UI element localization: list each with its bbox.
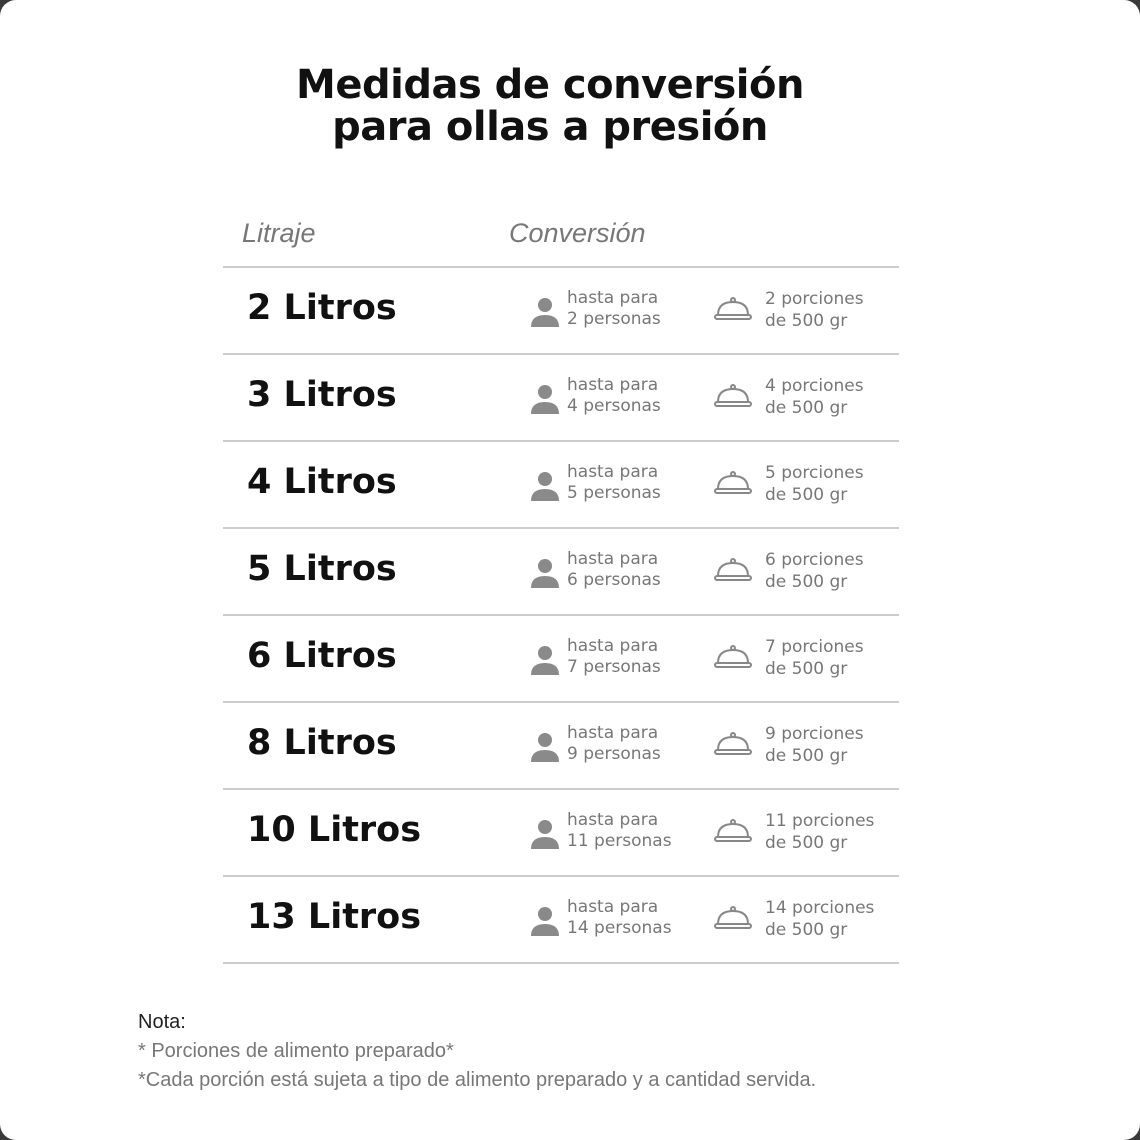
table-row: 2 Litros hasta para 2 personas 2 porcione… — [223, 268, 899, 355]
personas-line: 6 personas — [567, 570, 661, 590]
serving-cloche-icon — [713, 383, 753, 411]
person-icon — [530, 731, 560, 763]
table-row: 6 Litros hasta para 7 personas 7 porcione… — [223, 616, 899, 703]
table-row: 8 Litros hasta para 9 personas 9 porcione… — [223, 703, 899, 790]
person-icon — [530, 296, 560, 328]
porciones-line: 2 porciones — [765, 289, 864, 309]
personas-text: hasta para 14 personas — [567, 897, 672, 939]
personas-text: hasta para 5 personas — [567, 462, 661, 504]
porciones-line: de 500 gr — [765, 833, 848, 853]
porciones-text: 2 porciones de 500 gr — [765, 288, 864, 332]
litros-label: 13 Litros — [247, 897, 422, 937]
personas-line: 11 personas — [567, 831, 672, 851]
title-line-2: para ollas a presión — [332, 104, 768, 150]
conversion-table: 2 Litros hasta para 2 personas 2 porcione… — [223, 266, 899, 964]
porciones-line: 5 porciones — [765, 463, 864, 483]
person-icon — [530, 905, 560, 937]
personas-text: hasta para 7 personas — [567, 636, 661, 678]
serving-cloche-icon — [713, 557, 753, 585]
table-row: 5 Litros hasta para 6 personas 6 porcione… — [223, 529, 899, 616]
litros-label: 4 Litros — [247, 462, 397, 502]
litros-label: 5 Litros — [247, 549, 397, 589]
serving-cloche-icon — [713, 731, 753, 759]
personas-text: hasta para 2 personas — [567, 288, 661, 330]
page-title: Medidas de conversión para ollas a presi… — [0, 64, 1100, 148]
litros-label: 10 Litros — [247, 810, 422, 850]
porciones-line: 4 porciones — [765, 376, 864, 396]
personas-line: hasta para — [567, 723, 659, 743]
note-label: Nota: — [138, 1011, 186, 1033]
person-icon — [530, 383, 560, 415]
porciones-line: de 500 gr — [765, 485, 848, 505]
note-line: *Cada porción está sujeta a tipo de alim… — [138, 1069, 817, 1091]
personas-line: hasta para — [567, 636, 659, 656]
porciones-text: 14 porciones de 500 gr — [765, 897, 874, 941]
personas-line: hasta para — [567, 897, 659, 917]
porciones-line: 11 porciones — [765, 811, 875, 831]
serving-cloche-icon — [713, 296, 753, 324]
serving-cloche-icon — [713, 905, 753, 933]
person-icon — [530, 818, 560, 850]
personas-line: 14 personas — [567, 918, 672, 938]
personas-line: hasta para — [567, 549, 659, 569]
table-row: 4 Litros hasta para 5 personas 5 porcione… — [223, 442, 899, 529]
personas-line: hasta para — [567, 462, 659, 482]
porciones-text: 11 porciones de 500 gr — [765, 810, 874, 854]
table-row: 13 Litros hasta para 14 personas 14 porci… — [223, 877, 899, 964]
serving-cloche-icon — [713, 818, 753, 846]
litros-label: 3 Litros — [247, 375, 397, 415]
porciones-line: 6 porciones — [765, 550, 864, 570]
porciones-line: 7 porciones — [765, 637, 864, 657]
porciones-text: 6 porciones de 500 gr — [765, 549, 864, 593]
table-row: 3 Litros hasta para 4 personas 4 porcione… — [223, 355, 899, 442]
header-conversion: Conversión — [509, 218, 646, 248]
table-row: 10 Litros hasta para 11 personas 11 porci… — [223, 790, 899, 877]
porciones-line: de 500 gr — [765, 572, 848, 592]
litros-label: 8 Litros — [247, 723, 397, 763]
personas-line: 4 personas — [567, 396, 661, 416]
porciones-text: 4 porciones de 500 gr — [765, 375, 864, 419]
litros-label: 6 Litros — [247, 636, 397, 676]
porciones-line: de 500 gr — [765, 311, 848, 331]
porciones-text: 9 porciones de 500 gr — [765, 723, 864, 767]
porciones-line: de 500 gr — [765, 746, 848, 766]
personas-line: 5 personas — [567, 483, 661, 503]
person-icon — [530, 470, 560, 502]
title-line-1: Medidas de conversión — [296, 62, 804, 108]
note-line: * Porciones de alimento preparado* — [138, 1040, 454, 1062]
personas-text: hasta para 11 personas — [567, 810, 672, 852]
note: Nota: * Porciones de alimento preparado*… — [138, 1008, 816, 1095]
porciones-text: 5 porciones de 500 gr — [765, 462, 864, 506]
personas-line: 9 personas — [567, 744, 661, 764]
personas-line: hasta para — [567, 288, 659, 308]
litros-label: 2 Litros — [247, 288, 397, 328]
porciones-line: de 500 gr — [765, 659, 848, 679]
personas-text: hasta para 6 personas — [567, 549, 661, 591]
porciones-line: de 500 gr — [765, 398, 848, 418]
porciones-text: 7 porciones de 500 gr — [765, 636, 864, 680]
porciones-line: de 500 gr — [765, 920, 848, 940]
personas-line: hasta para — [567, 810, 659, 830]
person-icon — [530, 644, 560, 676]
personas-text: hasta para 9 personas — [567, 723, 661, 765]
personas-line: 7 personas — [567, 657, 661, 677]
serving-cloche-icon — [713, 470, 753, 498]
serving-cloche-icon — [713, 644, 753, 672]
person-icon — [530, 557, 560, 589]
personas-text: hasta para 4 personas — [567, 375, 661, 417]
personas-line: hasta para — [567, 375, 659, 395]
porciones-line: 9 porciones — [765, 724, 864, 744]
porciones-line: 14 porciones — [765, 898, 875, 918]
personas-line: 2 personas — [567, 309, 661, 329]
header-litraje: Litraje — [242, 218, 316, 248]
